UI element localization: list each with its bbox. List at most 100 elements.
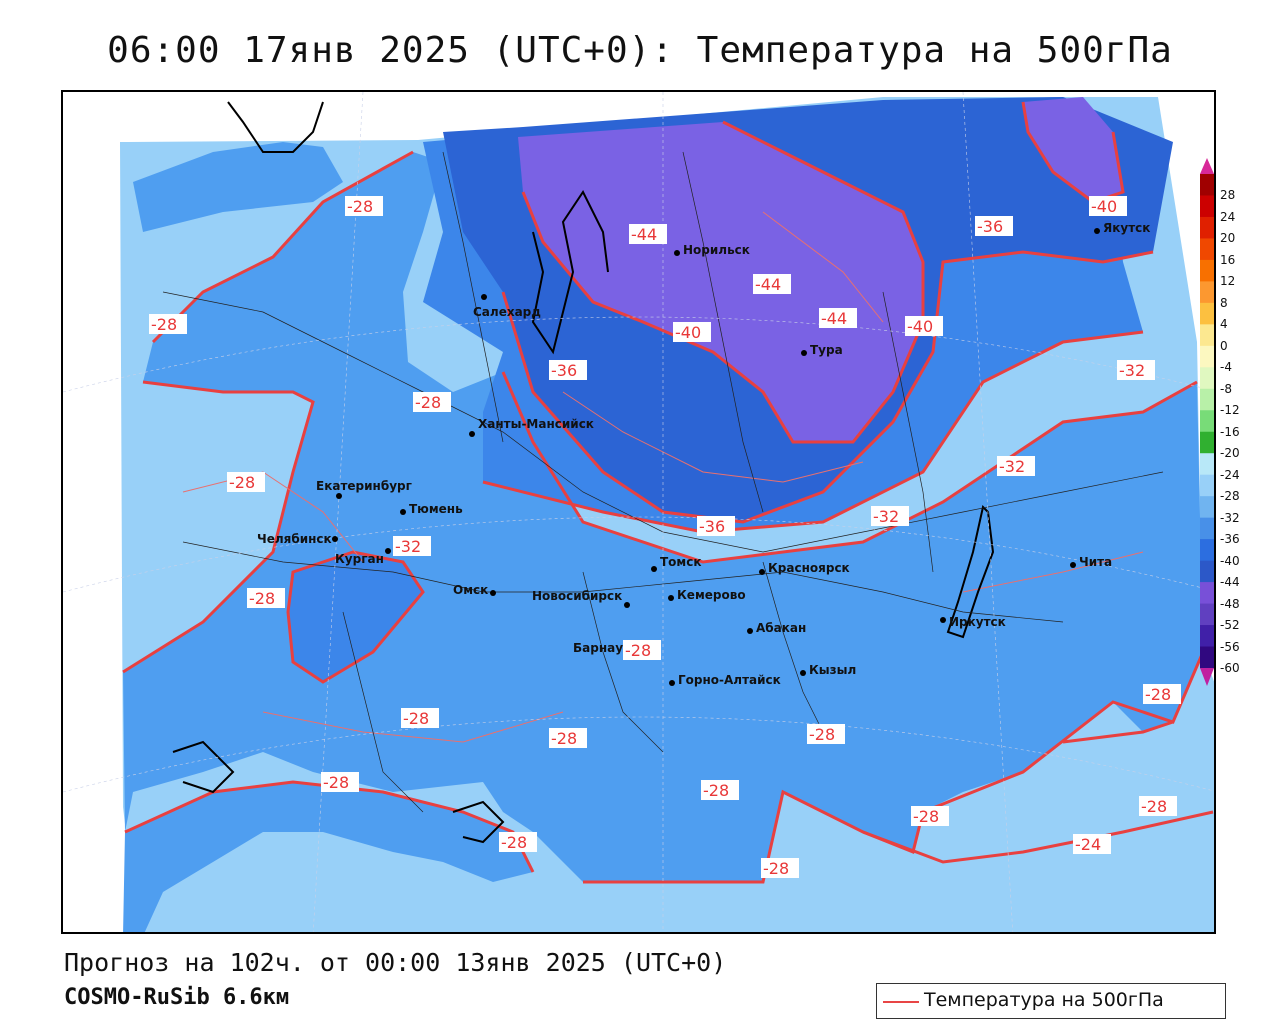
zone-minus40-east — [1023, 97, 1123, 202]
city-omsk[interactable]: Омск — [453, 583, 496, 597]
colorbar-cell — [1200, 582, 1214, 605]
svg-text:-24: -24 — [1075, 835, 1101, 854]
city-ekaterinburg[interactable]: Екатеринбург — [316, 479, 412, 499]
isotherm-label: -36 — [975, 216, 1013, 236]
colorbar-top-arrow — [1200, 158, 1214, 174]
city-kurgan[interactable]: Курган — [335, 548, 391, 566]
isotherm-label: -28 — [1139, 796, 1177, 816]
svg-text:-44: -44 — [631, 225, 657, 244]
svg-text:Норильск: Норильск — [683, 243, 750, 257]
colorbar — [1200, 158, 1214, 686]
isotherm-label: -28 — [1143, 684, 1181, 704]
svg-text:Ханты-Мансийск: Ханты-Мансийск — [478, 417, 594, 431]
legend: Температура на 500гПа — [876, 983, 1226, 1019]
zone-minus32-west — [288, 552, 423, 682]
svg-text:Абакан: Абакан — [756, 621, 806, 635]
isotherm-label: -40 — [673, 322, 711, 342]
city-irkutsk[interactable]: Иркутск — [940, 615, 1006, 629]
colorbar-tick-label: -40 — [1220, 553, 1240, 568]
colorbar-tick-label: -20 — [1220, 446, 1240, 461]
isotherm-label: -36 — [549, 360, 587, 380]
colorbar-cell — [1200, 603, 1214, 626]
zone-minus28 — [123, 152, 1203, 882]
city-chelyabinsk[interactable]: Челябинск — [257, 532, 338, 546]
colorbar-tick-label: 20 — [1220, 231, 1236, 246]
colorbar-cell — [1200, 345, 1214, 368]
city-gorno-altaysk[interactable]: Горно-Алтайск — [669, 673, 781, 687]
svg-text:Кызыл: Кызыл — [809, 663, 856, 677]
colorbar-cell — [1200, 367, 1214, 390]
isotherm-label: -28 — [149, 314, 187, 334]
region-borders — [162, 151, 1164, 813]
map-title: 06:00 17янв 2025 (UTC+0): Температура на… — [107, 30, 1173, 71]
isotherm-label: -32 — [871, 506, 909, 526]
thin-isotherms — [182, 211, 1144, 743]
zone-minus28-west — [133, 142, 343, 232]
isotherm-label: -28 — [345, 196, 383, 216]
svg-text:-32: -32 — [395, 537, 421, 556]
city-abakan[interactable]: Абакан — [747, 621, 806, 635]
city-tomsk[interactable]: Томск — [651, 555, 702, 572]
city-markers: Норильск Якутск Салехард Тура Ханты-Манс… — [257, 221, 1150, 687]
colorbar-tick-label: -8 — [1220, 381, 1232, 396]
svg-text:-32: -32 — [1119, 361, 1145, 380]
isotherm-label: -32 — [393, 536, 431, 556]
zone-minus40 — [518, 122, 923, 442]
svg-text:Тура: Тура — [810, 343, 843, 357]
forecast-info: Прогноз на 102ч. от 00:00 13янв 2025 (UT… — [64, 948, 727, 977]
svg-text:-28: -28 — [323, 773, 349, 792]
city-tura[interactable]: Тура — [801, 343, 843, 357]
svg-text:Салехард: Салехард — [473, 305, 541, 319]
city-norilsk[interactable]: Норильск — [674, 243, 750, 257]
svg-text:-32: -32 — [873, 507, 899, 526]
colorbar-cell — [1200, 302, 1214, 325]
svg-text:-28: -28 — [1141, 797, 1167, 816]
isotherm-label: -36 — [697, 516, 735, 536]
city-yakutsk[interactable]: Якутск — [1094, 221, 1150, 235]
colorbar-cell — [1200, 410, 1214, 433]
svg-text:Курган: Курган — [335, 552, 384, 566]
svg-text:Новосибирск: Новосибирск — [532, 589, 622, 603]
svg-text:-28: -28 — [347, 197, 373, 216]
isotherm-label: -28 — [413, 392, 451, 412]
colorbar-cell — [1200, 324, 1214, 347]
zone-minus28-south — [123, 782, 533, 932]
isotherm-label: -44 — [819, 308, 857, 328]
svg-text:Томск: Томск — [660, 555, 702, 569]
svg-text:-28: -28 — [763, 859, 789, 878]
colorbar-tick-label: -60 — [1220, 661, 1240, 675]
coastlines — [172, 101, 995, 844]
isotherm-label: -28 — [807, 724, 845, 744]
model-name: COSMO-RuSib 6.6км — [64, 985, 290, 1010]
city-novosibirsk[interactable]: Новосибирск — [532, 589, 630, 608]
map-area[interactable]: Норильск Якутск Салехард Тура Ханты-Манс… — [61, 90, 1216, 934]
svg-text:-40: -40 — [1091, 197, 1117, 216]
svg-text:-28: -28 — [625, 641, 651, 660]
city-kyzyl[interactable]: Кызыл — [800, 663, 856, 677]
colorbar-cell — [1200, 259, 1214, 282]
svg-text:-28: -28 — [1145, 685, 1171, 704]
svg-text:-28: -28 — [913, 807, 939, 826]
svg-text:-28: -28 — [501, 833, 527, 852]
svg-text:-28: -28 — [551, 729, 577, 748]
city-kemerovo[interactable]: Кемерово — [668, 588, 746, 602]
isotherm-label: -44 — [753, 274, 791, 294]
svg-text:Барнаул: Барнаул — [573, 641, 632, 655]
svg-text:-36: -36 — [977, 217, 1003, 236]
colorbar-cell — [1200, 216, 1214, 239]
isotherm-label: -28 — [499, 832, 537, 852]
city-chita[interactable]: Чита — [1070, 555, 1112, 569]
colorbar-tick-label: 24 — [1220, 209, 1236, 224]
isotherm-label: -28 — [321, 772, 359, 792]
svg-text:-44: -44 — [755, 275, 781, 294]
city-salekhard[interactable]: Салехард — [473, 294, 541, 319]
city-tyumen[interactable]: Тюмень — [400, 502, 463, 516]
colorbar-cell — [1200, 453, 1214, 476]
city-khanty-mansiysk[interactable]: Ханты-Мансийск — [469, 417, 594, 437]
city-krasnoyarsk[interactable]: Красноярск — [759, 561, 850, 575]
colorbar-bottom-arrow — [1200, 668, 1214, 686]
colorbar-tick-label: 12 — [1220, 274, 1236, 289]
colorbar-tick-label: -4 — [1220, 360, 1232, 375]
svg-text:Иркутск: Иркутск — [949, 615, 1006, 629]
colorbar-tick-label: -24 — [1220, 467, 1240, 482]
